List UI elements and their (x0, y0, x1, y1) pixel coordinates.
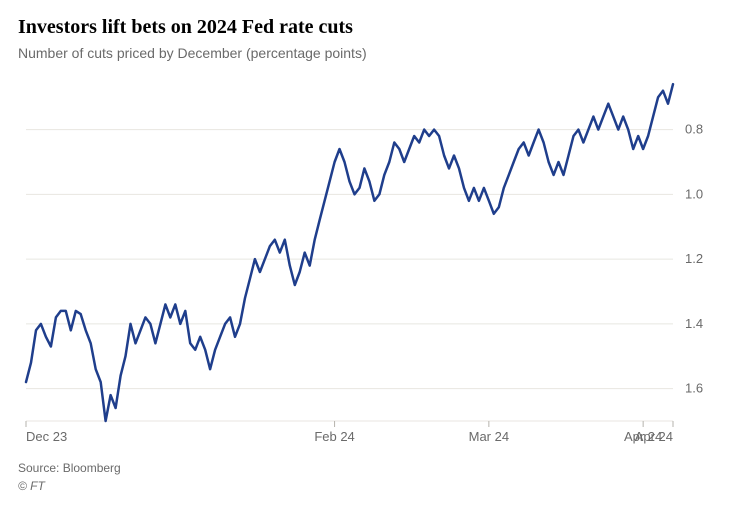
copyright-line: © FT (18, 477, 735, 495)
svg-text:1.4: 1.4 (685, 316, 703, 331)
svg-text:Mar 24: Mar 24 (469, 429, 509, 444)
svg-text:Feb 24: Feb 24 (314, 429, 354, 444)
line-chart-svg: 0.81.01.21.41.6Dec 23Feb 24Mar 24Apr 24A… (18, 71, 733, 451)
svg-text:1.2: 1.2 (685, 251, 703, 266)
chart-footer: Source: Bloomberg © FT (18, 459, 735, 495)
svg-text:Dec 23: Dec 23 (26, 429, 67, 444)
chart-subtitle: Number of cuts priced by December (perce… (18, 45, 735, 61)
chart-container: { "header": { "title": "Investors lift b… (0, 0, 753, 522)
svg-text:1.0: 1.0 (685, 186, 703, 201)
chart-title: Investors lift bets on 2024 Fed rate cut… (18, 16, 735, 39)
chart-plot: 0.81.01.21.41.6Dec 23Feb 24Mar 24Apr 24A… (18, 71, 733, 451)
svg-text:0.8: 0.8 (685, 122, 703, 137)
svg-text:1.6: 1.6 (685, 381, 703, 396)
source-line: Source: Bloomberg (18, 459, 735, 477)
svg-text:Apr 24: Apr 24 (635, 429, 673, 444)
